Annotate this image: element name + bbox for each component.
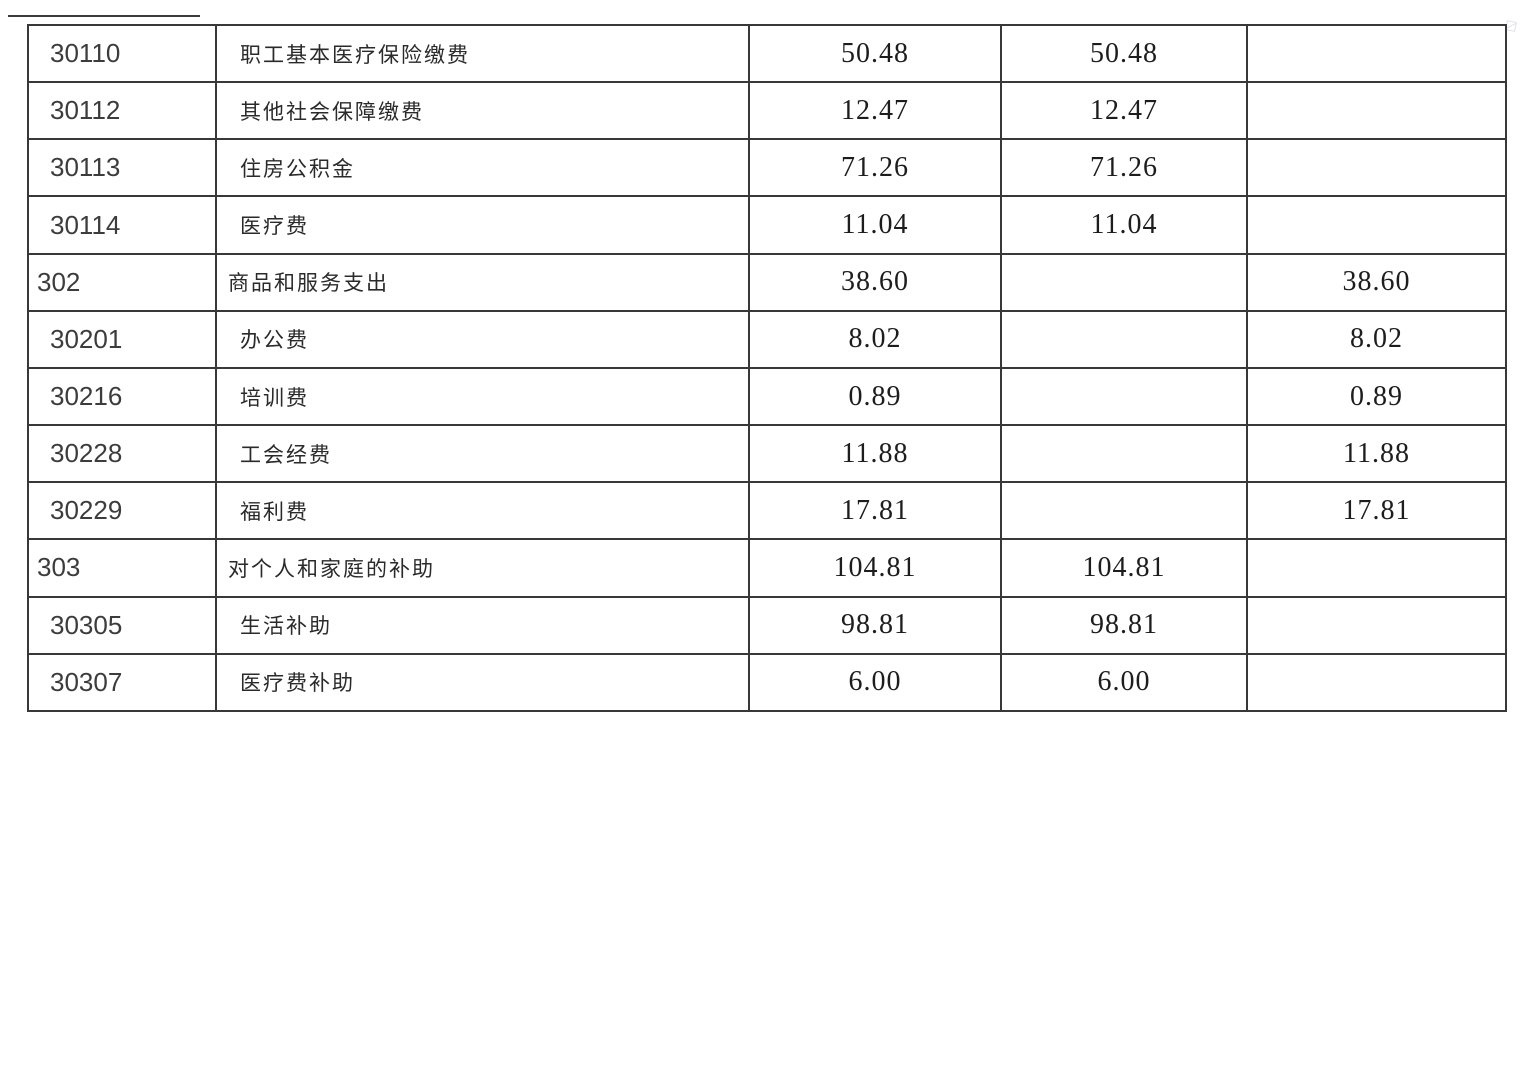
value-cell-col3: 0.89 <box>748 366 1002 427</box>
table-row: 30112 其他社会保障缴费 12.47 12.47 <box>27 81 1507 141</box>
table-row: 30228 工会经费 11.88 11.88 <box>27 424 1507 484</box>
value-cell-col4: 98.81 <box>1000 595 1248 655</box>
value-cell-col3: 6.00 <box>748 652 1002 713</box>
value-cell-col5 <box>1246 23 1507 84</box>
value-cell-col5 <box>1246 538 1507 598</box>
code-cell: 30305 <box>27 595 217 655</box>
value-cell-col4: 104.81 <box>1000 538 1248 598</box>
code-cell: 30113 <box>27 138 217 198</box>
value-cell-col4 <box>1000 309 1248 369</box>
category-label-cell: 住房公积金 <box>215 138 750 198</box>
table-row: 30113 住房公积金 71.26 71.26 <box>27 138 1507 198</box>
value-cell-col5 <box>1246 195 1507 255</box>
table-row: 30307 医疗费补助 6.00 6.00 <box>27 652 1507 713</box>
table-row: 30216 培训费 0.89 0.89 <box>27 366 1507 427</box>
value-cell-col4: 71.26 <box>1000 138 1248 198</box>
table-row: 30305 生活补助 98.81 98.81 <box>27 595 1507 655</box>
table-row: 302 商品和服务支出 38.60 38.60 <box>27 252 1507 312</box>
value-cell-col4 <box>1000 424 1248 484</box>
value-cell-col3: 98.81 <box>748 595 1002 655</box>
value-cell-col4 <box>1000 252 1248 312</box>
value-cell-col3: 38.60 <box>748 252 1002 312</box>
value-cell-col3: 12.47 <box>748 81 1002 141</box>
value-cell-col3: 11.04 <box>748 195 1002 255</box>
value-cell-col3: 8.02 <box>748 309 1002 369</box>
category-label-cell: 对个人和家庭的补助 <box>215 538 750 598</box>
value-cell-col5 <box>1246 138 1507 198</box>
value-cell-col5: 11.88 <box>1246 424 1507 484</box>
table-row: 30201 办公费 8.02 8.02 <box>27 309 1507 369</box>
code-cell: 30229 <box>27 481 217 541</box>
category-label-cell: 商品和服务支出 <box>215 252 750 312</box>
value-cell-col3: 50.48 <box>748 23 1002 84</box>
value-cell-col4: 6.00 <box>1000 652 1248 713</box>
category-label-cell: 工会经费 <box>215 424 750 484</box>
code-cell: 30201 <box>27 309 217 369</box>
category-label-cell: 职工基本医疗保险缴费 <box>215 23 750 84</box>
table-row: 30229 福利费 17.81 17.81 <box>27 481 1507 541</box>
table-row: 303 对个人和家庭的补助 104.81 104.81 <box>27 538 1507 598</box>
code-cell: 30307 <box>27 652 217 713</box>
budget-expenditure-table: 30110 职工基本医疗保险缴费 50.48 50.48 30112 其他社会保… <box>27 23 1507 713</box>
value-cell-col3: 17.81 <box>748 481 1002 541</box>
code-cell: 30110 <box>27 23 217 84</box>
table-row: 30110 职工基本医疗保险缴费 50.48 50.48 <box>27 23 1507 84</box>
value-cell-col5: 17.81 <box>1246 481 1507 541</box>
category-label-cell: 医疗费 <box>215 195 750 255</box>
value-cell-col5 <box>1246 81 1507 141</box>
code-cell: 303 <box>27 538 217 598</box>
category-label-cell: 培训费 <box>215 366 750 427</box>
value-cell-col3: 71.26 <box>748 138 1002 198</box>
value-cell-col4 <box>1000 481 1248 541</box>
budget-table-container: 30110 职工基本医疗保险缴费 50.48 50.48 30112 其他社会保… <box>27 23 1507 713</box>
value-cell-col5: 8.02 <box>1246 309 1507 369</box>
value-cell-col3: 11.88 <box>748 424 1002 484</box>
value-cell-col5: 0.89 <box>1246 366 1507 427</box>
category-label-cell: 办公费 <box>215 309 750 369</box>
category-label-cell: 生活补助 <box>215 595 750 655</box>
category-label-cell: 医疗费补助 <box>215 652 750 713</box>
value-cell-col5 <box>1246 595 1507 655</box>
code-cell: 30112 <box>27 81 217 141</box>
value-cell-col5: 38.60 <box>1246 252 1507 312</box>
value-cell-col4: 12.47 <box>1000 81 1248 141</box>
category-label-cell: 其他社会保障缴费 <box>215 81 750 141</box>
value-cell-col4 <box>1000 366 1248 427</box>
table-row: 30114 医疗费 11.04 11.04 <box>27 195 1507 255</box>
value-cell-col4: 11.04 <box>1000 195 1248 255</box>
value-cell-col5 <box>1246 652 1507 713</box>
page-break-line-artifact <box>8 15 200 17</box>
code-cell: 30228 <box>27 424 217 484</box>
code-cell: 302 <box>27 252 217 312</box>
code-cell: 30114 <box>27 195 217 255</box>
code-cell: 30216 <box>27 366 217 427</box>
category-label-cell: 福利费 <box>215 481 750 541</box>
value-cell-col3: 104.81 <box>748 538 1002 598</box>
value-cell-col4: 50.48 <box>1000 23 1248 84</box>
